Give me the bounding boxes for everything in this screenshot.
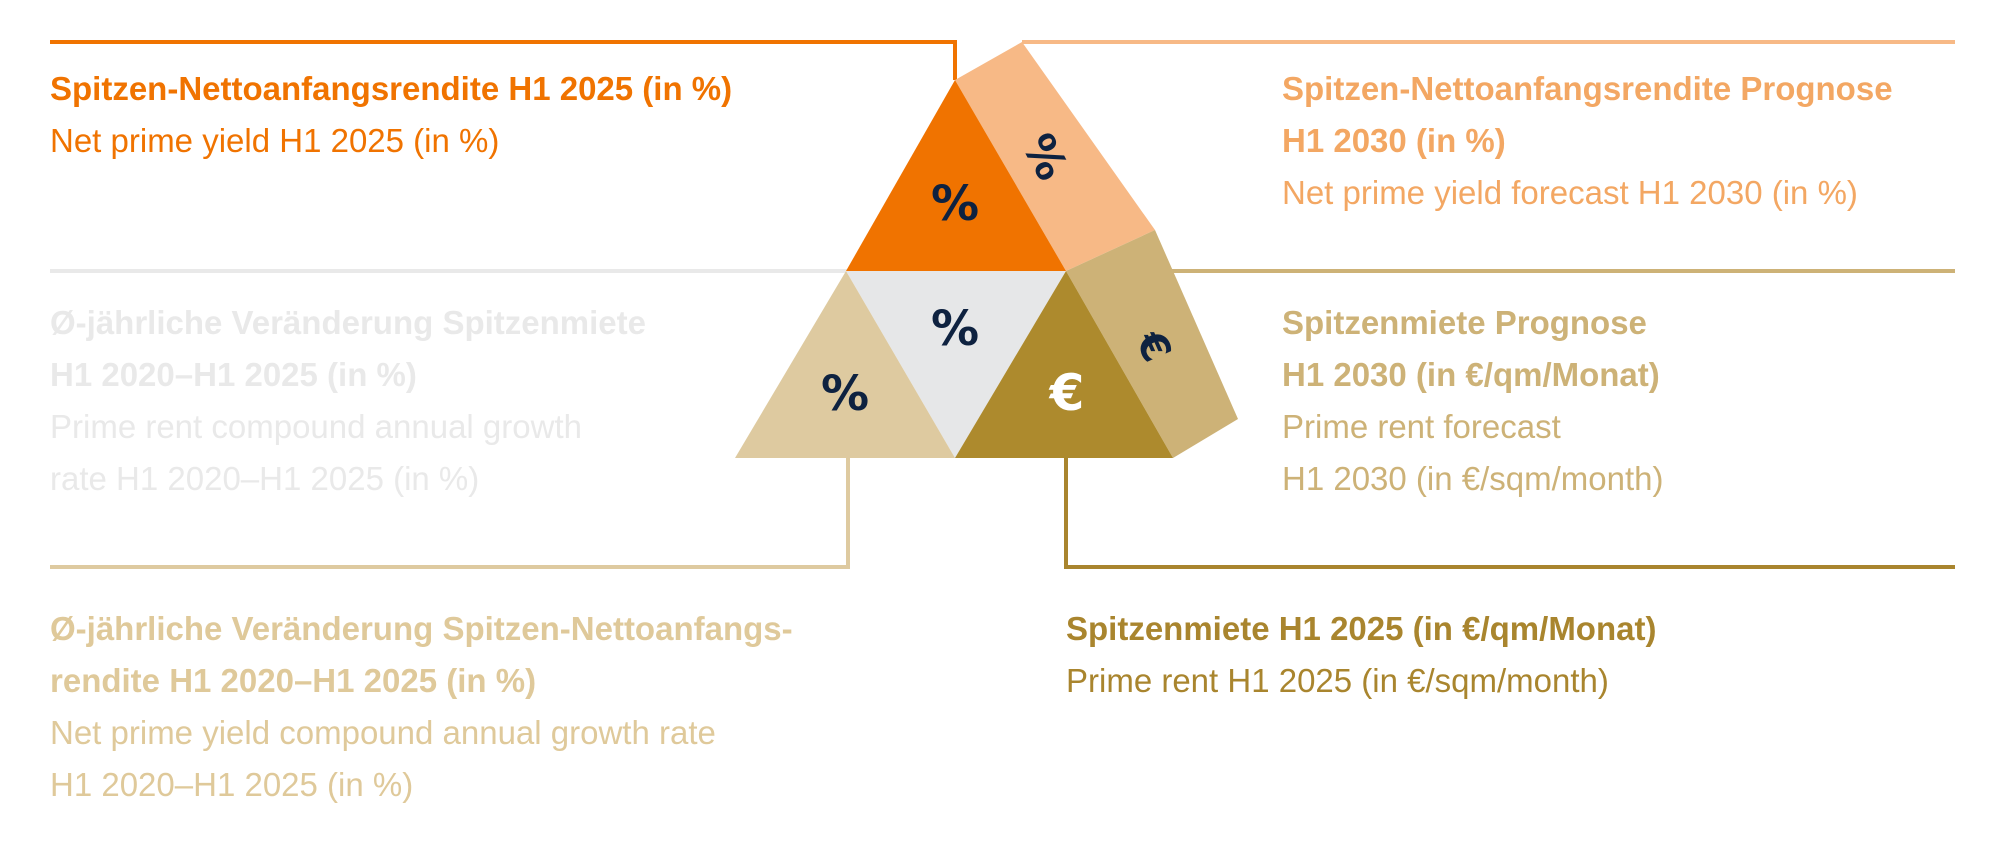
label-top-right-de-line-1: Spitzen-Nettoanfangsrendite Prognose	[1282, 70, 1893, 107]
label-bottom-right-en-line-1: Prime rent H1 2025 (in €/sqm/month)	[1066, 662, 1609, 699]
pyramid-top-side-face	[955, 42, 1155, 271]
pyramid-top-triangle	[846, 80, 1066, 271]
label-bottom-left-en-line-1: Net prime yield compound annual growth r…	[50, 714, 716, 751]
pyramid-right-side-face	[1066, 230, 1238, 458]
label-mid-right-en-line-2: H1 2030 (in €/sqm/month)	[1282, 460, 1664, 497]
label-bottom-right-de-line-1: Spitzenmiete H1 2025 (in €/qm/Monat)	[1066, 610, 1657, 647]
connector-line-bottom-left	[50, 458, 850, 569]
label-mid-right-en-line-1: Prime rent forecast	[1282, 408, 1561, 445]
label-top-left-en-line-1: Net prime yield H1 2025 (in %)	[50, 122, 500, 159]
connector-line-bottom-right	[1064, 458, 1955, 569]
left-percent-symbol: %	[821, 366, 869, 422]
label-mid-left-de-line-2: H1 2020–H1 2025 (in %)	[50, 356, 417, 393]
pyramid-center-triangle	[846, 271, 1066, 458]
pyramid-left-triangle	[735, 271, 955, 458]
label-bottom-left-en-line-2: H1 2020–H1 2025 (in %)	[50, 766, 414, 803]
label-top-right: Spitzen-Nettoanfangsrendite Prognose H1 …	[1282, 63, 1893, 219]
top-percent-symbol: %	[931, 176, 979, 232]
label-mid-right: Spitzenmiete Prognose H1 2030 (in €/qm/M…	[1282, 297, 1664, 505]
label-top-left-de-line-1: Spitzen-Nettoanfangsrendite H1 2025 (in …	[50, 70, 733, 107]
label-top-right-de-line-2: H1 2030 (in %)	[1282, 122, 1506, 159]
label-mid-left-en-line-1: Prime rent compound annual growth	[50, 408, 582, 445]
label-bottom-left-de-line-2: rendite H1 2020–H1 2025 (in %)	[50, 662, 537, 699]
label-top-left: Spitzen-Nettoanfangsrendite H1 2025 (in …	[50, 63, 732, 167]
label-mid-right-de-line-1: Spitzenmiete Prognose	[1282, 304, 1647, 341]
label-bottom-left-de-line-1: Ø-jährliche Veränderung Spitzen-Nettoanf…	[50, 610, 793, 647]
label-mid-left-en-line-2: rate H1 2020–H1 2025 (in %)	[50, 460, 480, 497]
label-top-right-en-line-1: Net prime yield forecast H1 2030 (in %)	[1282, 174, 1858, 211]
label-mid-right-de-line-2: H1 2030 (in €/qm/Monat)	[1282, 356, 1660, 393]
label-bottom-right: Spitzenmiete H1 2025 (in €/qm/Monat) Pri…	[1066, 603, 1656, 707]
right-euro-symbol: €	[1049, 364, 1085, 422]
label-mid-left: Ø-jährliche Veränderung Spitzenmiete H1 …	[50, 297, 646, 505]
pyramid-right-triangle	[955, 271, 1173, 458]
center-percent-symbol: %	[931, 301, 979, 357]
label-mid-left-de-line-1: Ø-jährliche Veränderung Spitzenmiete	[50, 304, 646, 341]
label-bottom-left: Ø-jährliche Veränderung Spitzen-Nettoanf…	[50, 603, 793, 811]
connector-line-top-left	[50, 40, 957, 80]
